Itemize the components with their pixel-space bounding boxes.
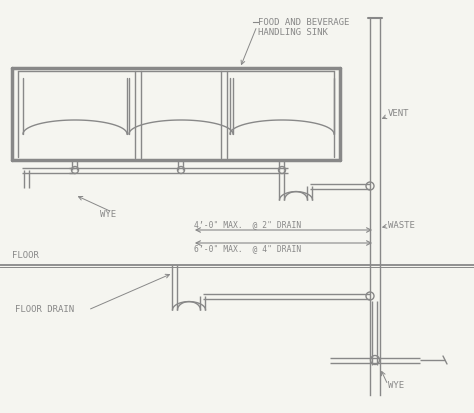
Text: WASTE: WASTE [388, 221, 415, 230]
Text: FLOOR: FLOOR [12, 251, 39, 260]
Text: VENT: VENT [388, 109, 410, 118]
Text: 4’-0" MAX.  @ 2" DRAIN: 4’-0" MAX. @ 2" DRAIN [194, 220, 301, 229]
Text: HANDLING SINK: HANDLING SINK [258, 28, 328, 37]
Text: FOOD AND BEVERAGE: FOOD AND BEVERAGE [258, 18, 349, 27]
Text: FLOOR DRAIN: FLOOR DRAIN [15, 306, 74, 315]
Text: WYE: WYE [388, 380, 404, 389]
Text: WYE: WYE [100, 210, 116, 219]
Text: 6’-0" MAX.  @ 4" DRAIN: 6’-0" MAX. @ 4" DRAIN [194, 244, 301, 253]
